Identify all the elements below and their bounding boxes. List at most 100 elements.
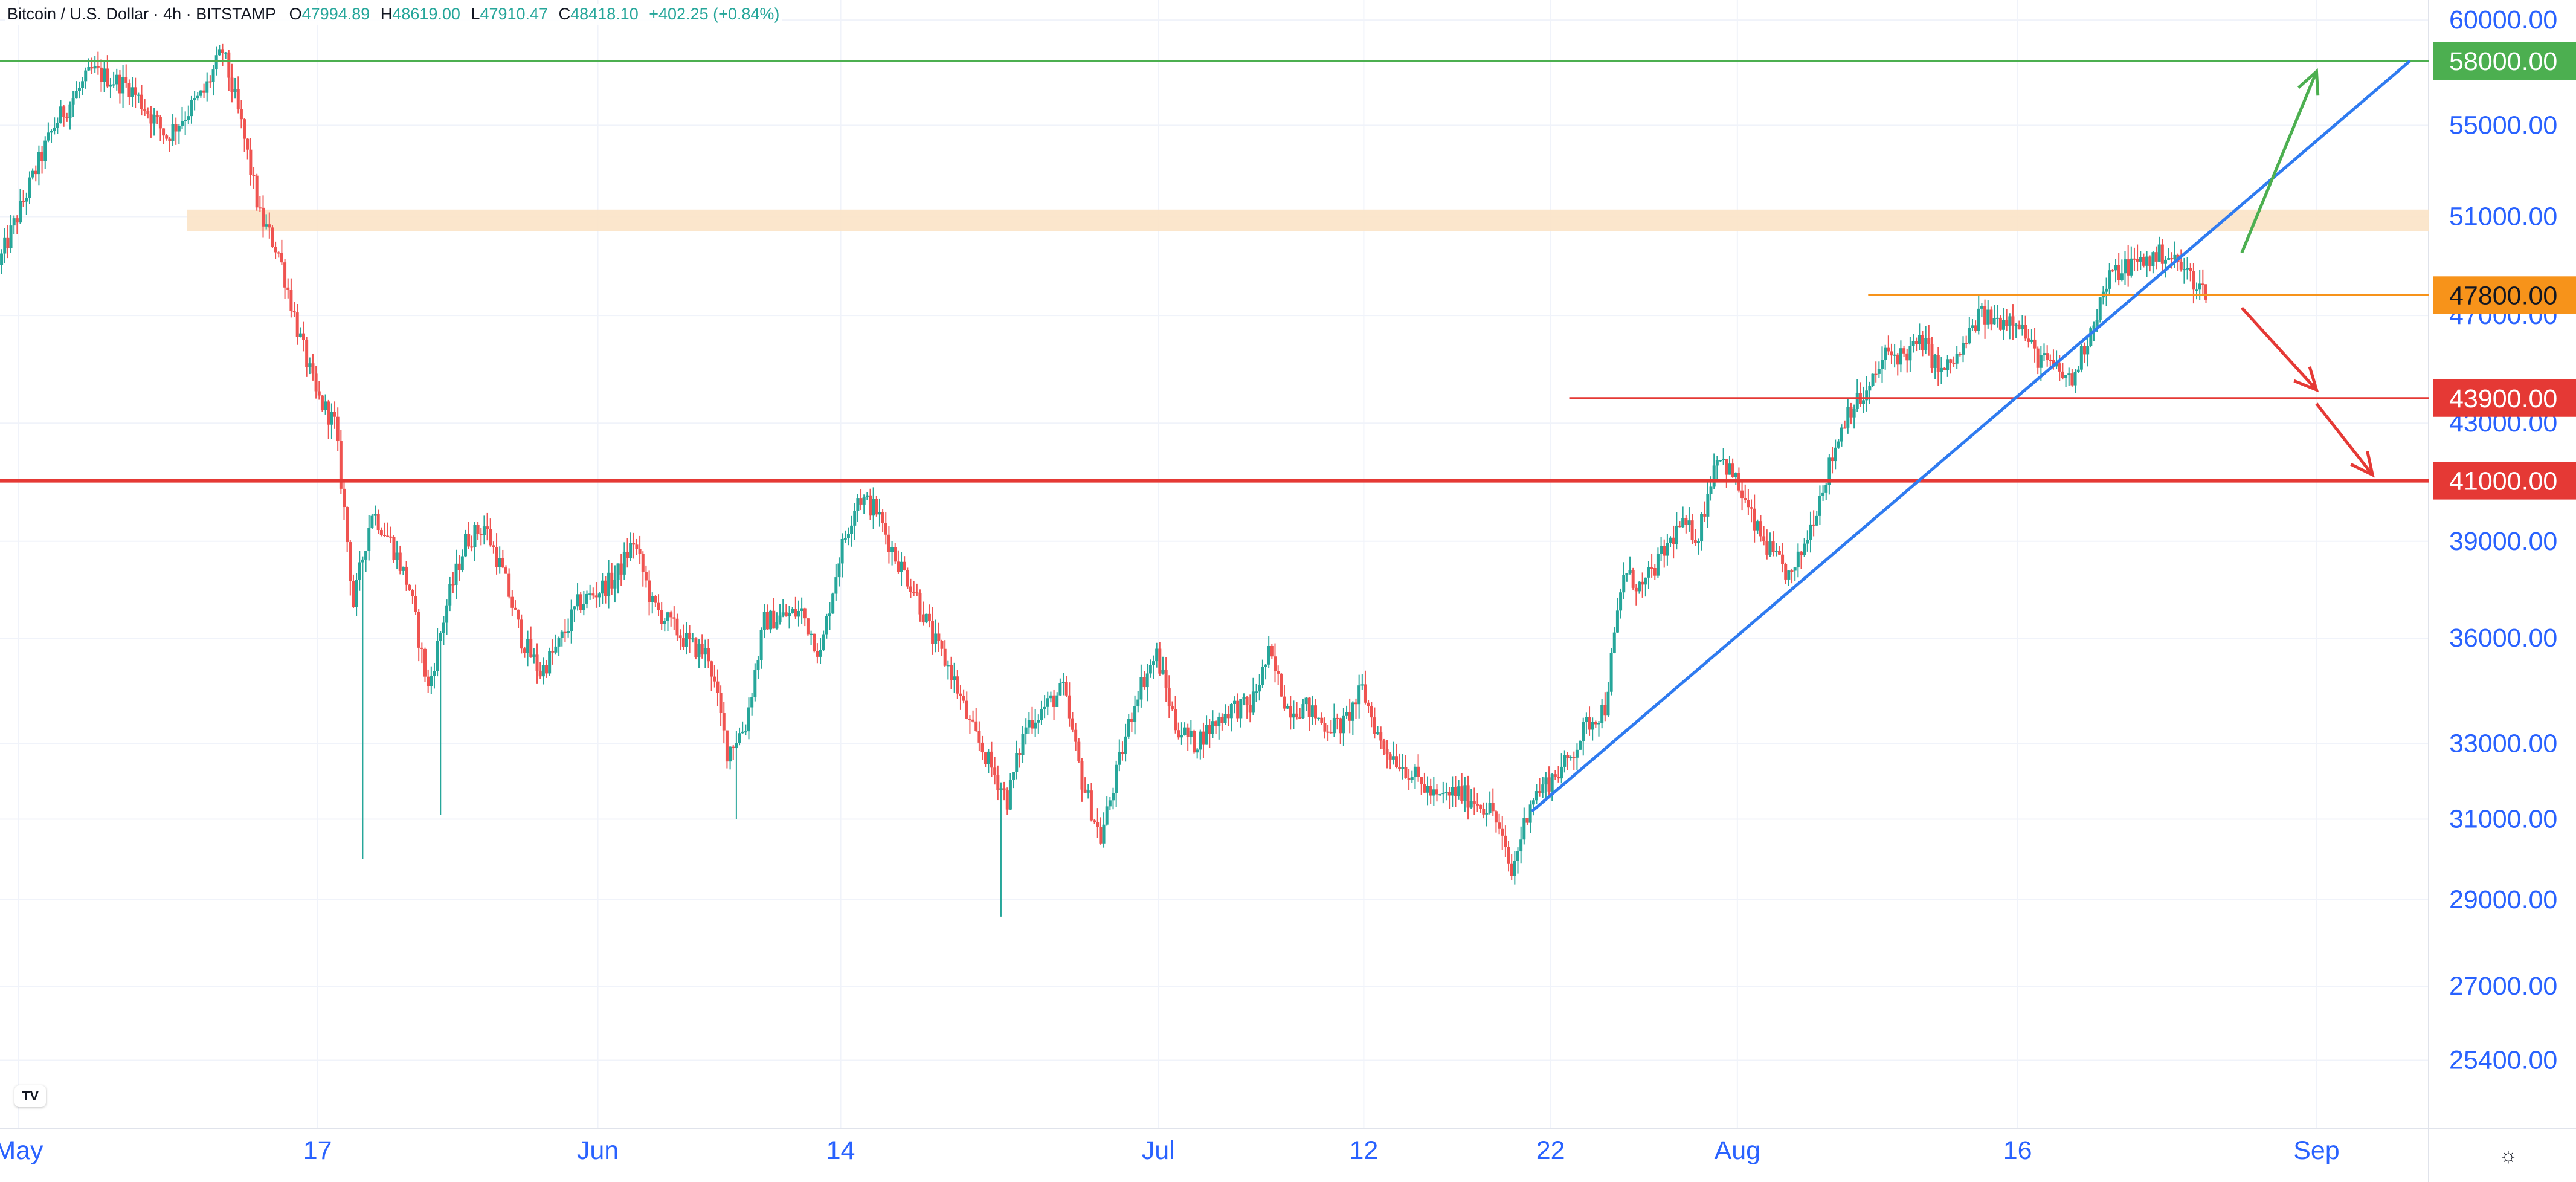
candle-body xyxy=(1958,354,1962,355)
candle-body xyxy=(158,117,162,129)
candle-body xyxy=(644,572,648,581)
candle-body xyxy=(15,218,19,223)
candle-body xyxy=(1803,543,1806,555)
candle-body xyxy=(1781,554,1785,564)
candle-body xyxy=(725,730,729,762)
candle-body xyxy=(389,536,393,538)
candle-body xyxy=(152,115,156,124)
candle-body xyxy=(1304,697,1308,705)
candle-body xyxy=(1831,457,1834,462)
candle-body xyxy=(124,77,128,83)
candle-body xyxy=(999,788,1003,790)
candle-body xyxy=(414,596,417,612)
candle-body xyxy=(1174,709,1177,731)
candle-body xyxy=(1740,490,1744,499)
gear-icon[interactable]: ☼ xyxy=(2499,1144,2518,1167)
candle-body xyxy=(579,594,582,610)
candle-body xyxy=(221,49,224,53)
candle-body xyxy=(1360,684,1364,686)
candle-body xyxy=(302,333,305,340)
candle-body xyxy=(1245,697,1249,705)
candle-body xyxy=(280,253,283,263)
candle-body xyxy=(1037,720,1040,723)
candle-body xyxy=(846,534,850,538)
candle-body xyxy=(507,573,511,597)
candle-body xyxy=(352,581,355,607)
candle-body xyxy=(980,742,984,753)
candle-body xyxy=(1615,610,1619,633)
candle-body xyxy=(1504,835,1507,847)
candle-body xyxy=(514,607,517,610)
candle-body xyxy=(946,665,950,667)
candle-body xyxy=(1261,667,1264,685)
candle-body xyxy=(840,538,844,564)
candle-body xyxy=(1258,685,1261,692)
candle-body xyxy=(1102,824,1106,844)
candle-body xyxy=(869,495,872,516)
candle-body xyxy=(956,676,959,694)
level-43900-label: 43900.00 xyxy=(2449,384,2557,413)
candle-body xyxy=(576,594,579,607)
low-number: 47910.47 xyxy=(480,5,549,23)
candle-body xyxy=(2127,259,2130,276)
candle-body xyxy=(1460,786,1464,801)
candle-body xyxy=(417,612,420,648)
candle-body xyxy=(943,648,947,666)
candle-body xyxy=(990,751,993,768)
candle-body xyxy=(1233,700,1236,705)
tradingview-logo[interactable]: TV xyxy=(14,1085,46,1107)
candle-body xyxy=(1563,755,1567,767)
candle-body xyxy=(1401,767,1405,769)
candle-body xyxy=(165,135,169,139)
candle-body xyxy=(1768,541,1772,555)
candle-body xyxy=(1342,715,1345,734)
candle-body xyxy=(311,363,315,374)
candle-body xyxy=(1080,761,1084,790)
candle-body xyxy=(265,224,268,227)
bearish-arrow-2 xyxy=(2315,402,2375,478)
candle-body xyxy=(878,512,881,515)
time-tick-label: Aug xyxy=(1715,1136,1761,1165)
candle-body xyxy=(1784,564,1788,580)
candle-body xyxy=(538,670,542,677)
bullish-arrow xyxy=(2240,68,2320,254)
candle-body xyxy=(937,633,941,641)
candle-body xyxy=(996,775,1000,790)
candle-body xyxy=(2173,254,2177,260)
candle-body xyxy=(1911,341,1915,346)
candle-body xyxy=(1205,725,1208,745)
candle-body xyxy=(828,613,831,616)
candle-body xyxy=(22,201,25,202)
candle-body xyxy=(582,604,585,610)
candle-body xyxy=(1734,473,1737,477)
open-value: O47994.89 xyxy=(289,5,370,23)
candle-body xyxy=(1307,697,1311,717)
candle-body xyxy=(791,609,794,613)
candle-body xyxy=(2061,371,2064,378)
candle-body xyxy=(1983,306,1987,325)
high-number: 48619.00 xyxy=(392,5,460,23)
candle-body xyxy=(2002,320,2005,330)
candle-body xyxy=(1180,735,1183,738)
candle-body xyxy=(1834,447,1837,462)
candle-body xyxy=(675,618,679,636)
candle-body xyxy=(1248,705,1252,713)
candle-body xyxy=(211,69,215,82)
candle-body xyxy=(570,609,573,631)
candle-body xyxy=(551,651,555,653)
candle-body xyxy=(1765,541,1769,555)
candle-body xyxy=(93,66,97,69)
candle-body xyxy=(1998,317,2002,330)
candle-body xyxy=(1199,731,1202,750)
candle-body xyxy=(959,693,962,696)
candle-body xyxy=(784,612,788,617)
candle-body xyxy=(1622,575,1626,593)
candle-body xyxy=(361,559,364,563)
candle-body xyxy=(501,558,504,568)
candle-body xyxy=(881,512,884,523)
candle-body xyxy=(112,84,115,86)
candle-body xyxy=(1469,801,1473,808)
